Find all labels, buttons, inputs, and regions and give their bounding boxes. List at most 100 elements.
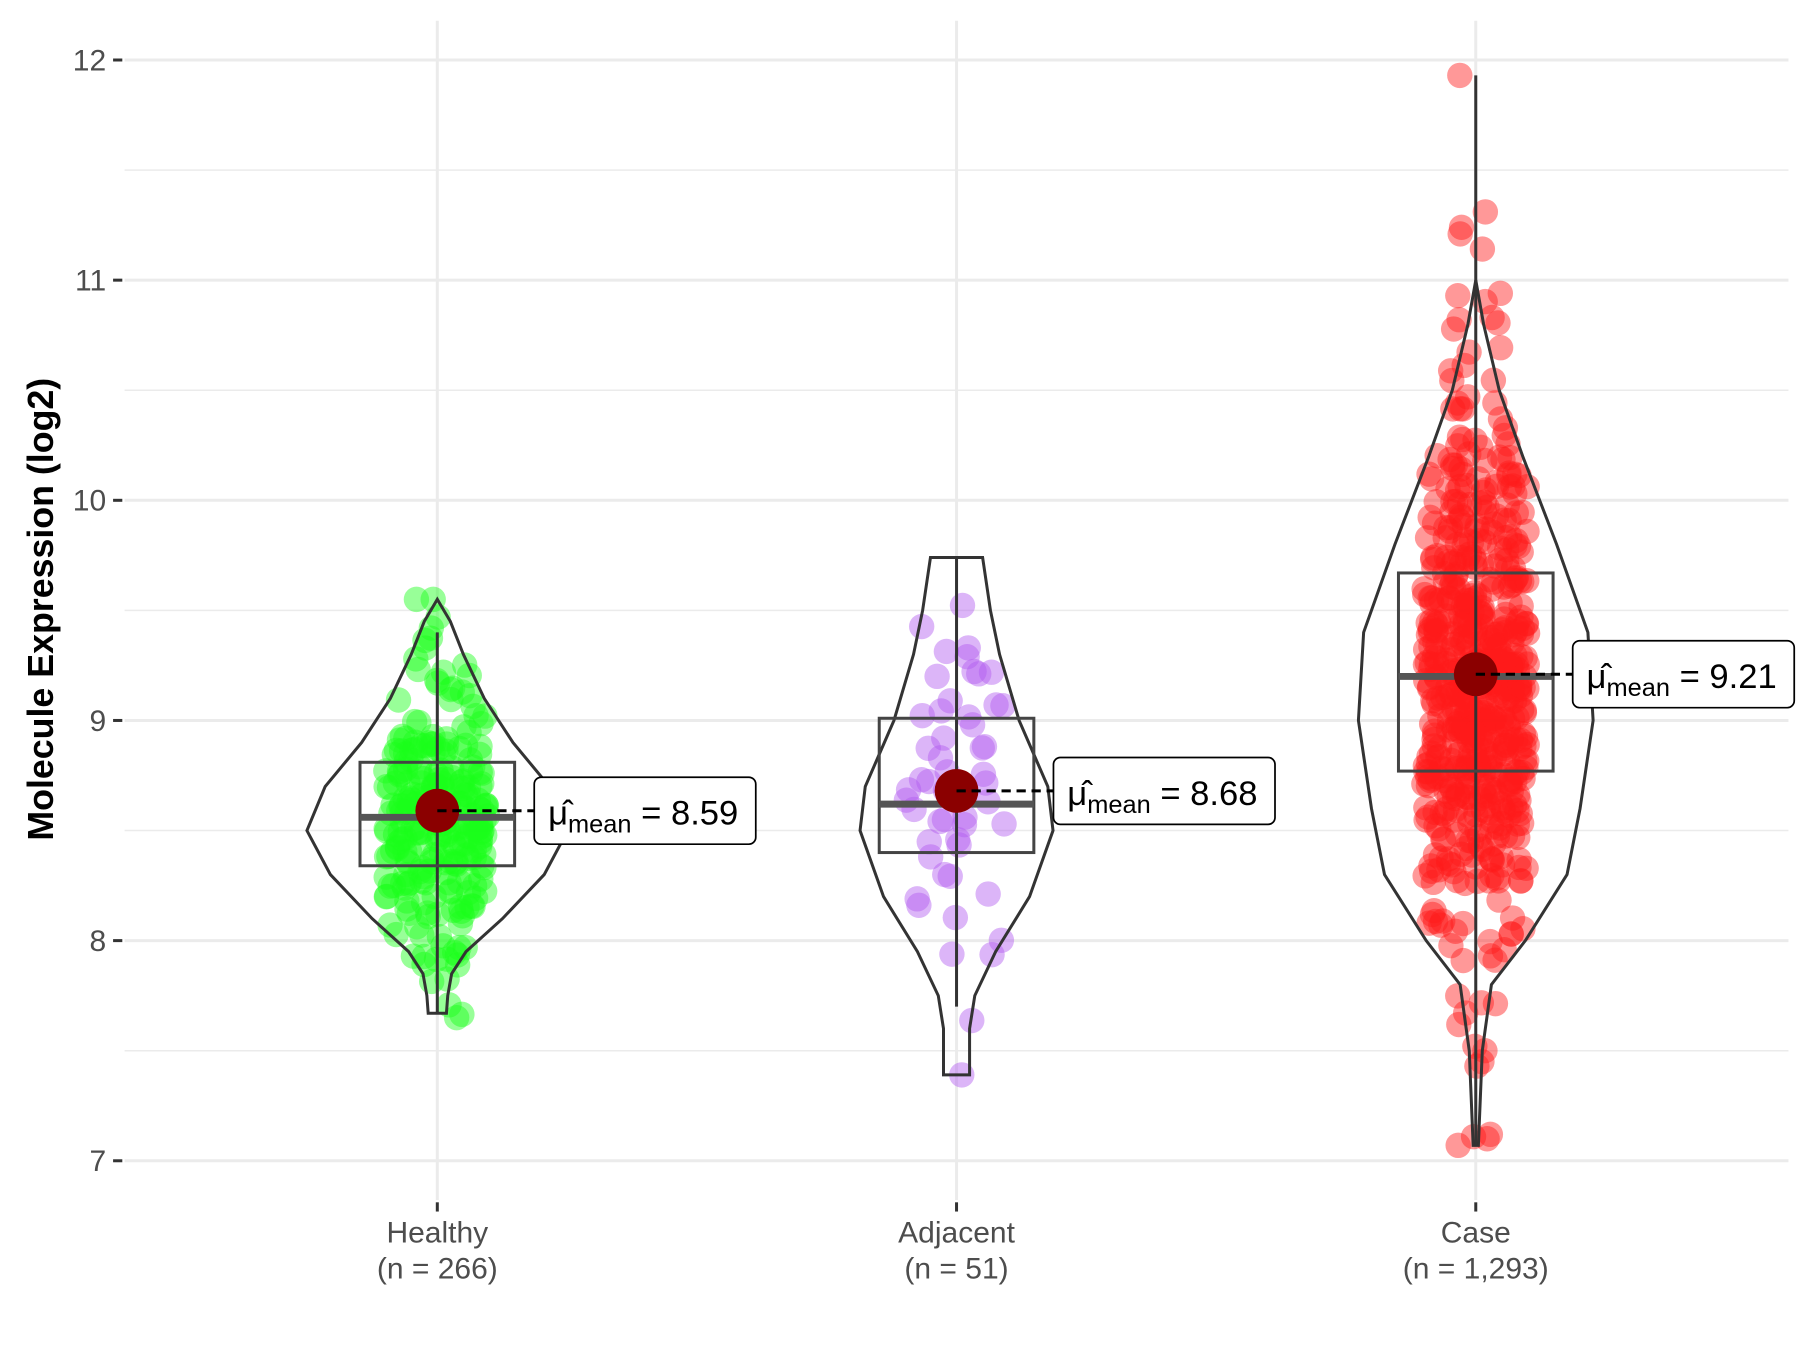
data-point <box>1511 733 1537 759</box>
data-point <box>393 861 419 888</box>
data-point <box>1433 763 1459 789</box>
data-point <box>1492 740 1518 767</box>
data-point <box>971 733 998 760</box>
data-point <box>377 912 403 938</box>
data-point <box>1432 650 1458 677</box>
data-point <box>1494 547 1520 574</box>
data-point <box>438 878 464 904</box>
axes: 7 8 9 10 11 12 Healthy(n = 266) Adjacent(n = 51… <box>73 44 1549 1285</box>
data-point <box>1495 713 1522 739</box>
data-point <box>1471 737 1498 763</box>
data-point <box>1450 947 1476 974</box>
data-point <box>1416 675 1443 701</box>
data-point <box>455 782 482 809</box>
data-point <box>1431 826 1457 853</box>
data-point <box>1445 1132 1471 1159</box>
data-point <box>1437 514 1464 541</box>
data-point <box>1498 653 1524 679</box>
data-point <box>440 897 467 924</box>
data-point <box>1423 813 1449 839</box>
data-point <box>389 826 415 853</box>
data-point <box>1452 526 1479 553</box>
data-point <box>1512 644 1538 671</box>
data-point <box>1428 912 1454 938</box>
data-point <box>1498 766 1524 793</box>
data-point <box>1473 711 1499 737</box>
data-point <box>1499 905 1526 931</box>
mean-label: μ̂mean = 8.68 <box>1067 775 1257 819</box>
data-point <box>1441 807 1467 833</box>
data-point <box>473 792 499 818</box>
data-point <box>1441 728 1468 755</box>
data-point <box>467 733 493 760</box>
data-point <box>410 890 437 916</box>
data-point <box>1428 587 1454 614</box>
data-point <box>1453 595 1479 621</box>
data-point <box>1484 865 1510 891</box>
data-point <box>1491 735 1517 761</box>
data-point <box>409 868 435 894</box>
data-point <box>1511 699 1538 726</box>
data-point <box>1496 462 1522 488</box>
data-point <box>1502 726 1529 752</box>
data-point <box>1441 785 1468 812</box>
data-point <box>406 754 433 780</box>
data-point <box>1492 615 1518 641</box>
data-point <box>1502 768 1528 795</box>
data-point <box>1425 685 1451 711</box>
data-point <box>457 747 484 773</box>
data-point <box>978 659 1005 685</box>
data-point <box>471 878 498 904</box>
data-point <box>1446 424 1473 450</box>
data-point <box>1445 433 1471 459</box>
data-point <box>1502 618 1529 645</box>
data-point <box>426 766 452 793</box>
data-point <box>1471 529 1498 555</box>
data-point <box>1420 545 1446 571</box>
data-point <box>472 822 498 848</box>
data-point <box>1449 691 1475 718</box>
data-point <box>1476 755 1503 781</box>
data-point <box>1422 799 1448 826</box>
mean-label: μ̂mean = 9.21 <box>1587 658 1777 702</box>
data-point <box>1436 784 1462 810</box>
data-point <box>465 816 491 842</box>
data-point <box>390 870 416 897</box>
data-point <box>1438 573 1464 600</box>
data-point <box>1497 573 1524 599</box>
data-point <box>1415 772 1442 799</box>
data-point <box>1445 783 1471 809</box>
mean-label: μ̂mean = 8.59 <box>548 795 738 839</box>
data-point <box>1487 335 1514 361</box>
data-point <box>373 773 399 800</box>
data-point <box>1508 539 1534 565</box>
y-tick-label: 11 <box>75 265 106 298</box>
data-point <box>1512 724 1539 750</box>
data-point <box>1442 797 1469 823</box>
data-point <box>395 871 421 897</box>
data-point <box>1420 687 1446 714</box>
data-point <box>383 737 410 764</box>
data-point <box>1496 769 1522 795</box>
data-point <box>1439 367 1465 394</box>
data-point <box>1491 507 1517 533</box>
x-tick-label: Case <box>1441 1217 1511 1250</box>
data-point <box>1440 574 1467 601</box>
data-point <box>401 708 428 735</box>
data-point <box>395 850 422 876</box>
data-point <box>437 848 464 875</box>
data-point <box>472 793 498 819</box>
data-point <box>428 839 455 866</box>
data-point <box>376 774 403 801</box>
data-point <box>1418 740 1445 766</box>
data-point <box>1509 499 1535 525</box>
data-point <box>449 903 476 929</box>
data-point <box>1448 544 1474 571</box>
data-point <box>433 731 460 757</box>
data-point <box>1443 488 1469 515</box>
data-point <box>1496 474 1523 500</box>
data-point <box>959 712 986 738</box>
data-point <box>1507 727 1534 753</box>
data-point <box>1508 604 1534 630</box>
data-point <box>1458 828 1485 854</box>
